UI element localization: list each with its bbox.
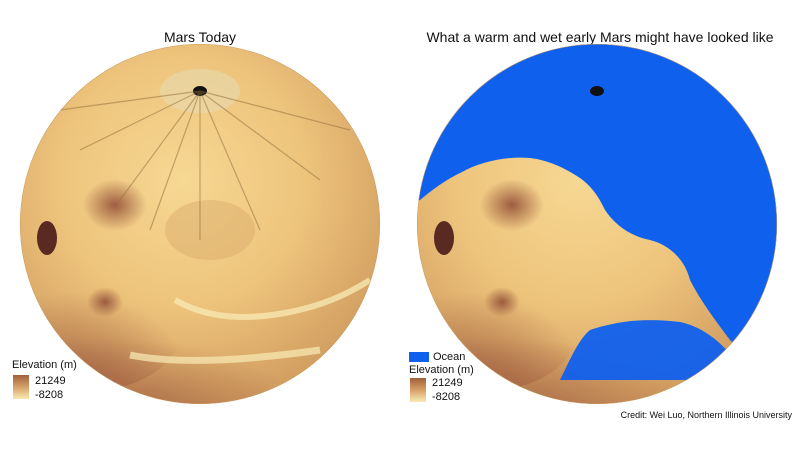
image-credit: Credit: Wei Luo, Northern Illinois Unive… — [620, 410, 792, 420]
legend-left-max: 21249 — [35, 375, 66, 387]
legend-right-min: -8208 — [432, 391, 461, 403]
legend-left-min: -8208 — [35, 389, 64, 401]
northern-ocean — [417, 44, 777, 380]
southern-ocean-inlet — [560, 320, 735, 380]
panel-title-early-mars: What a warm and wet early Mars might hav… — [426, 29, 774, 45]
panel-title-mars-today: Mars Today — [163, 29, 237, 45]
elevation-ramp-right — [410, 378, 426, 402]
legend-right-title: Elevation (m) — [409, 364, 474, 376]
elevation-ramp-left — [13, 375, 29, 399]
globe-mars-today — [20, 44, 380, 404]
legend-right-max: 21249 — [432, 377, 463, 389]
ocean-swatch — [409, 352, 429, 362]
valles-marineris — [173, 277, 372, 320]
legend-left: Elevation (m) — [12, 360, 77, 371]
olympus-mons — [37, 221, 57, 255]
terrain-volcano-region — [83, 179, 147, 231]
globe-early-mars — [417, 44, 777, 404]
legend-left-title: Elevation (m) — [12, 359, 77, 371]
legend-ocean-label: Ocean — [433, 351, 466, 363]
